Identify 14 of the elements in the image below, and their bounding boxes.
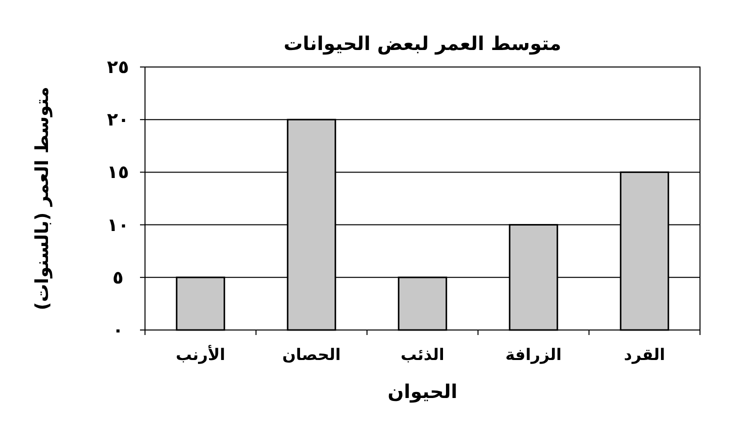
- xtick: الذئب: [400, 345, 444, 364]
- ytick: ١٠: [107, 214, 129, 236]
- ytick: ٢٠: [107, 110, 129, 131]
- ytick: ٠: [112, 320, 124, 341]
- ytick: ٢٥: [107, 57, 129, 78]
- xlabel: الحيوان: [388, 381, 458, 403]
- ytick: ٥: [112, 267, 124, 288]
- ylabel: متوسط العمر (بالسنوات): [32, 86, 53, 310]
- title: متوسط العمر لبعض الحيوانات: [284, 33, 562, 55]
- xtick: الأرنب: [176, 345, 226, 364]
- xtick: الحصان: [282, 345, 341, 364]
- xtick: الزرافة: [505, 345, 562, 364]
- ytick: ١٥: [107, 162, 129, 184]
- xtick: القرد: [624, 345, 666, 364]
